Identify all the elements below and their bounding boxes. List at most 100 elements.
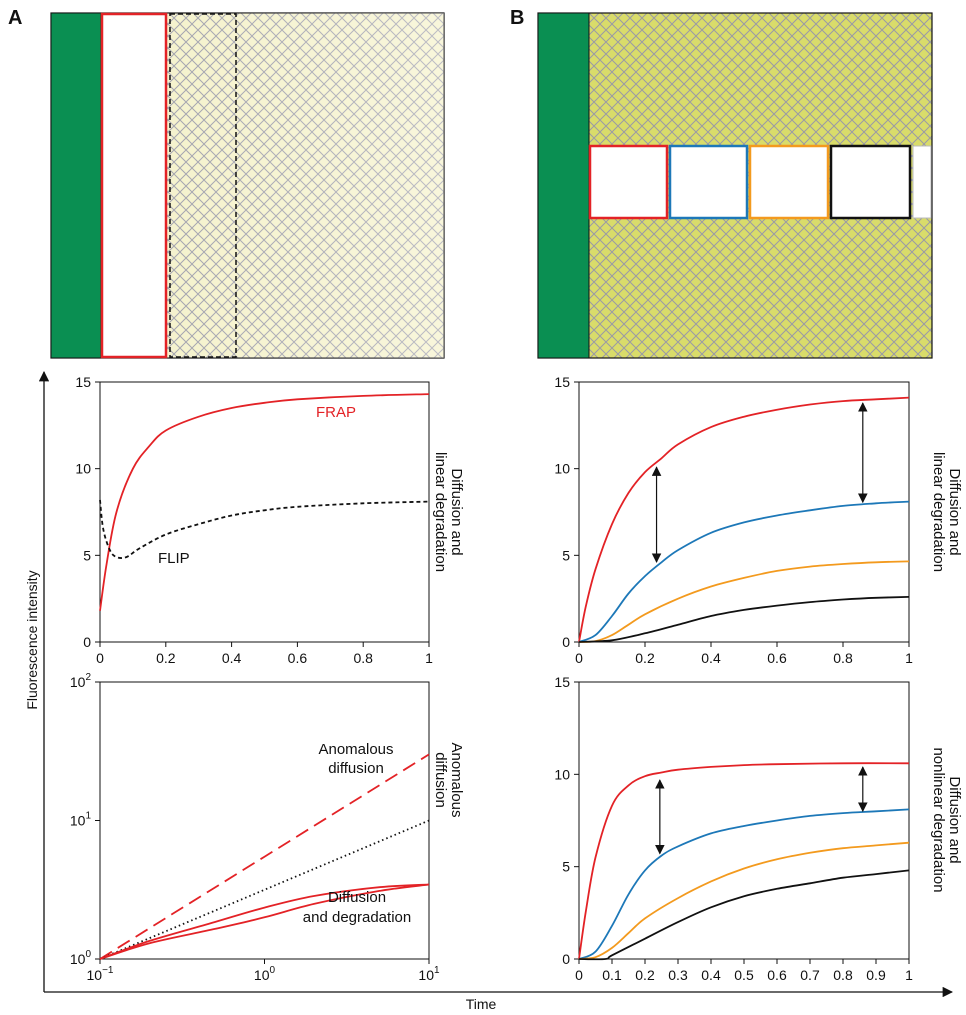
y-tick-label: 15: [554, 374, 570, 390]
x-tick-label: 0.9: [866, 967, 886, 983]
series-line-3: [99, 883, 430, 960]
chart-b-nonlinear-y-ticks: 0 5 10 15: [554, 674, 579, 967]
x-tick-label: 0.4: [701, 650, 721, 666]
x-tick-label: 0.8: [833, 967, 853, 983]
chart-a-anomalous-side-label-2: diffusion: [432, 752, 449, 808]
chart-a-linear-side-label-1: Diffusion and: [448, 468, 465, 555]
diffusion-degradation-label-2: and degradation: [303, 909, 411, 926]
schematic-b-region-red: [588, 144, 669, 220]
x-tick-label: 101: [418, 965, 440, 983]
chart-b-nonlinear-x-ticks: 0 0.1 0.2 0.3 0.4 0.5 0.6 0.7 0.8 0.9 1: [575, 959, 913, 983]
chart-a-anomalous-x-ticks: 10−1 100 101: [87, 959, 440, 983]
y-tick-label: 5: [562, 547, 570, 563]
global-axes: Time Fluorescence intensity: [24, 370, 954, 1012]
y-tick-label: 15: [75, 374, 91, 390]
schematic-b-region-orange: [748, 144, 830, 220]
schematic-a-frap-region: [100, 12, 168, 359]
series-line-1: [99, 819, 430, 960]
x-tick-label: 0.7: [800, 967, 820, 983]
y-tick-exponent: 0: [85, 949, 91, 960]
y-tick-label: 0: [83, 634, 91, 650]
flip-label: FLIP: [158, 550, 190, 567]
chart-b-linear-x-ticks: 0 0.2 0.4 0.6 0.8 1: [575, 642, 913, 666]
chart-b-nonlinear-side-label-1: Diffusion and: [946, 776, 963, 863]
x-tick-label: 0: [96, 650, 104, 666]
y-tick-exponent: 1: [85, 811, 91, 822]
chart-a-linear-y-ticks: 0 5 10 15: [75, 374, 100, 650]
x-tick-label: 0: [575, 650, 583, 666]
chart-b-linear: 0 0.2 0.4 0.6 0.8 1 0 5 10 15 Diffusion and line…: [554, 374, 963, 666]
x-tick-exponent: −1: [102, 965, 114, 976]
schematic-a: [50, 12, 445, 359]
y-tick-label: 0: [562, 951, 570, 967]
frap-label: FRAP: [316, 404, 356, 421]
x-tick-label: 0.8: [833, 650, 853, 666]
y-tick-label: 101: [70, 811, 92, 829]
schematic-b-region-partial: [912, 145, 932, 219]
x-tick-exponent: 1: [434, 965, 440, 976]
x-tick-label: 0.2: [635, 650, 655, 666]
x-tick-label: 1: [425, 650, 433, 666]
chart-a-anomalous-side-label-1: Anomalous: [448, 742, 465, 817]
x-tick-label: 0.4: [222, 650, 242, 666]
x-tick-label: 0.1: [602, 967, 622, 983]
y-tick-label: 10: [554, 461, 570, 477]
chart-a-linear-frame: [99, 381, 430, 643]
panel-label-b: B: [510, 7, 524, 29]
y-tick-label: 5: [562, 859, 570, 875]
x-tick-label: 0.2: [156, 650, 176, 666]
series-line-0: [578, 762, 910, 960]
schematic-b-region-black: [829, 144, 912, 220]
x-tick-label: 0: [575, 967, 583, 983]
series-line-0: [578, 396, 910, 643]
x-tick-label: 0.5: [734, 967, 754, 983]
chart-b-linear-side-label-1: Diffusion and: [946, 468, 963, 555]
chart-a-linear: 0 0.2 0.4 0.6 0.8 1 0 5 10 15 FRAP FLIP Diffusio…: [75, 374, 465, 666]
x-tick-label: 100: [254, 965, 276, 983]
y-tick-label: 10: [75, 461, 91, 477]
series-line-2: [578, 841, 910, 960]
x-tick-label: 0.2: [635, 967, 655, 983]
x-tick-label: 1: [905, 967, 913, 983]
chart-b-nonlinear-side-label-2: nonlinear degradation: [930, 747, 947, 892]
schematic-b-region-blue: [668, 144, 749, 220]
diffusion-degradation-label-1: Diffusion: [328, 889, 386, 906]
chart-b-nonlinear-arrows: [655, 766, 868, 855]
chart-b-linear-frame: [578, 381, 910, 643]
chart-b-linear-arrows: [651, 402, 868, 563]
series-line-3: [578, 596, 910, 643]
series-line-0: [99, 393, 430, 611]
series-line-1: [99, 499, 430, 559]
chart-b-nonlinear-frame: [578, 681, 910, 960]
series-line-1: [578, 500, 910, 643]
x-tick-label: 10−1: [87, 965, 114, 983]
chart-b-linear-series: [578, 396, 910, 643]
schematic-a-flip-region: [169, 13, 237, 358]
chart-a-linear-x-ticks: 0 0.2 0.4 0.6 0.8 1: [96, 642, 433, 666]
x-tick-label: 0.6: [767, 967, 787, 983]
series-line-0: [99, 753, 430, 960]
y-tick-label: 15: [554, 674, 570, 690]
chart-b-nonlinear: 0 0.1 0.2 0.3 0.4 0.5 0.6 0.7 0.8 0.9 1 0 5 10 15 Dif…: [554, 674, 963, 983]
series-line-2: [99, 883, 430, 960]
x-tick-label: 0.8: [353, 650, 373, 666]
schematic-b-source: [537, 12, 590, 359]
y-tick-label: 102: [70, 672, 92, 690]
series-line-3: [578, 869, 910, 961]
schematic-a-source: [50, 12, 102, 359]
x-tick-label: 0.6: [767, 650, 787, 666]
y-tick-exponent: 2: [85, 672, 91, 683]
x-axis-title: Time: [466, 996, 497, 1012]
chart-a-linear-side-label-2: linear degradation: [432, 452, 449, 572]
chart-b-linear-side-label-2: linear degradation: [930, 452, 947, 572]
anomalous-diffusion-label-1: Anomalous: [318, 741, 393, 758]
y-tick-label: 0: [562, 634, 570, 650]
schematic-b: [537, 12, 933, 359]
x-tick-exponent: 0: [270, 965, 276, 976]
y-tick-label: 10: [554, 766, 570, 782]
chart-b-linear-y-ticks: 0 5 10 15: [554, 374, 579, 650]
x-tick-label: 0.4: [701, 967, 721, 983]
x-tick-label: 0.3: [668, 967, 688, 983]
